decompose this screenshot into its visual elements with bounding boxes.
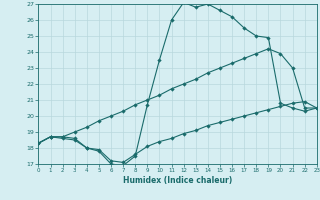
X-axis label: Humidex (Indice chaleur): Humidex (Indice chaleur) xyxy=(123,176,232,185)
